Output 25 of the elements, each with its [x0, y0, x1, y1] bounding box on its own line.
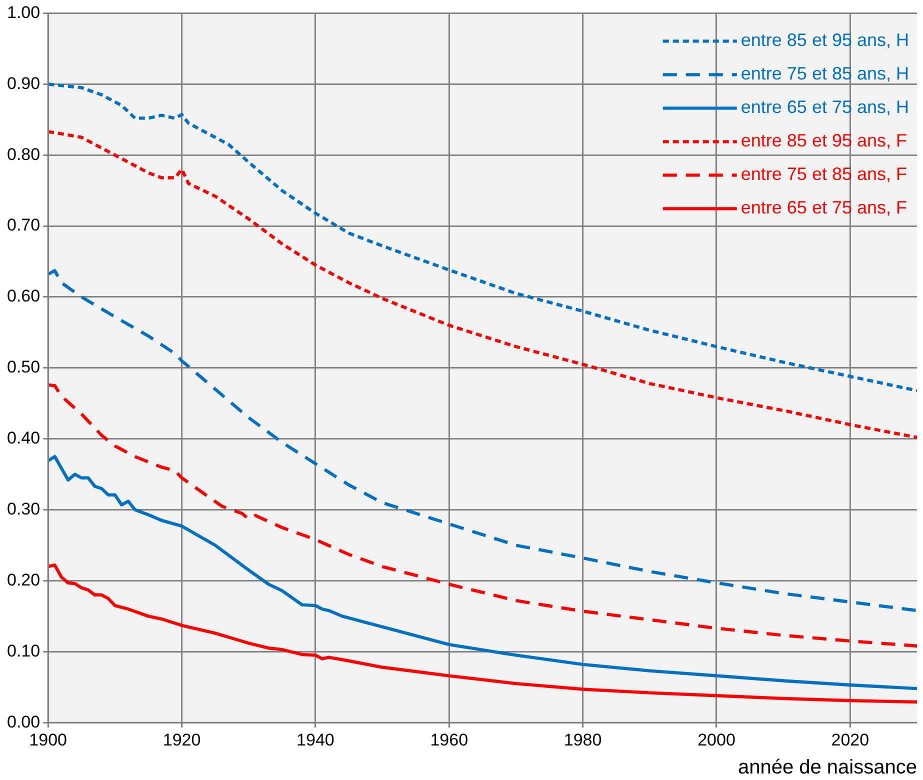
legend-label: entre 85 et 95 ans, F	[740, 130, 907, 151]
y-tick-label: 0.50	[6, 358, 40, 377]
x-tick-label: 2000	[698, 730, 736, 750]
y-tick-label: 0.90	[6, 74, 40, 93]
x-tick-label: 1900	[29, 730, 67, 750]
x-tick-label: 1940	[296, 730, 334, 750]
y-tick-label: 0.70	[6, 216, 40, 235]
y-tick-label: 0.60	[6, 286, 40, 306]
legend-label: entre 85 et 95 ans, H	[740, 30, 909, 50]
x-tick-label: 1980	[564, 730, 602, 750]
y-tick-label: 0.80	[6, 144, 40, 164]
y-tick-label: 0.20	[6, 570, 40, 590]
y-tick-label: 0.00	[6, 712, 40, 732]
x-tick-label: 1960	[430, 730, 468, 750]
legend-label: entre 65 et 75 ans, F	[740, 198, 907, 218]
y-tick-label: 0.30	[6, 499, 40, 518]
x-tick-label: 1920	[162, 730, 201, 750]
x-axis-title: année de naissance	[738, 756, 917, 779]
y-tick-label: 0.40	[6, 428, 40, 448]
legend-label: entre 65 et 75 ans, H	[740, 97, 909, 118]
legend-label: entre 75 et 85 ans, H	[740, 64, 909, 84]
y-tick-label: 1.00	[6, 2, 40, 22]
legend-label: entre 75 et 85 ans, F	[740, 164, 907, 184]
x-tick-label: 2020	[831, 730, 870, 750]
y-tick-label: 0.10	[6, 641, 40, 660]
